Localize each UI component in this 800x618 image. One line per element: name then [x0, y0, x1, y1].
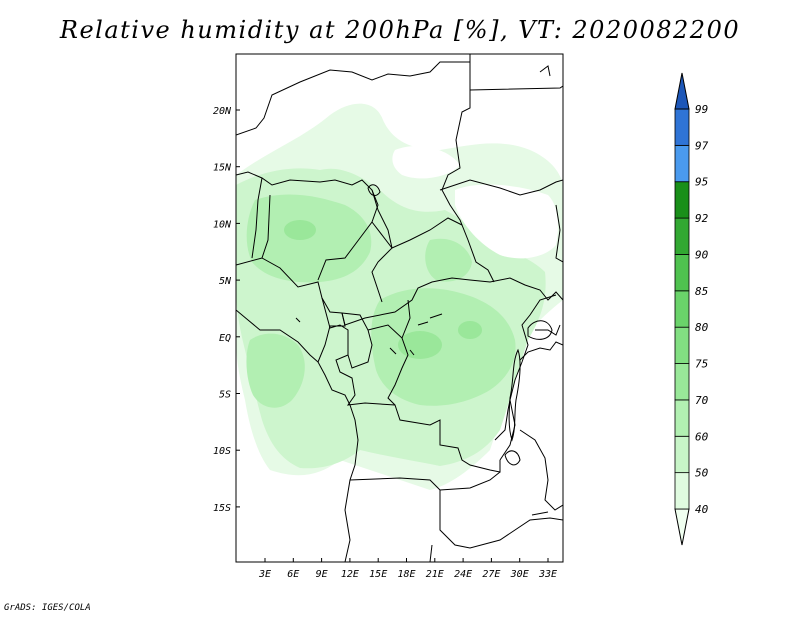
- lon-tick-label: 15E: [369, 569, 387, 580]
- humidity-contour-70: [398, 331, 442, 359]
- lon-tick-label: 24E: [454, 569, 472, 580]
- colorbar-label: 85: [695, 285, 708, 298]
- lon-tick-label: 33E: [538, 569, 557, 580]
- latitude-axis: 20N 15N 10N 5N EQ 5S 10S 15S: [213, 106, 240, 514]
- lat-tick-label: 15N: [213, 163, 232, 174]
- humidity-field: [236, 103, 563, 490]
- lon-tick-label: 3E: [258, 569, 271, 580]
- lakes: [295, 184, 553, 516]
- colorbar-band: [674, 326, 690, 364]
- colorbar-band: [674, 290, 690, 328]
- colorbar-label: 92: [695, 212, 709, 225]
- colorbar-band: [674, 399, 690, 437]
- lat-tick-label: 10S: [213, 446, 231, 457]
- colorbar-label: 75: [695, 358, 708, 371]
- map-title: Relative humidity at 200hPa [%], VT: 202…: [59, 16, 741, 44]
- lat-tick-label: 5N: [219, 276, 232, 287]
- colorbar-label: 99: [695, 103, 708, 116]
- country-borders: [236, 54, 563, 562]
- colorbar-label: 40: [695, 503, 709, 516]
- humidity-contour-60: [371, 288, 516, 406]
- humidity-contour-60: [246, 333, 305, 408]
- colorbar-label: 50: [695, 467, 709, 480]
- lon-tick-label: 21E: [426, 569, 444, 580]
- colorbar-label: 97: [695, 139, 709, 152]
- colorbar-band: [674, 254, 690, 292]
- colorbar-label: 95: [695, 176, 708, 189]
- colorbar-band: [674, 435, 690, 474]
- lon-tick-label: 18E: [397, 569, 415, 580]
- colorbar-label: 60: [695, 430, 709, 443]
- colorbar-label: 70: [695, 394, 709, 407]
- colorbar-band: [674, 217, 690, 255]
- lon-tick-label: 27E: [482, 569, 500, 580]
- dry-area: [392, 145, 460, 179]
- colorbar-band: [674, 363, 690, 401]
- lat-tick-label: 10N: [213, 219, 232, 230]
- colorbar-lower-extend: [674, 508, 690, 546]
- colorbar-band: [674, 181, 690, 219]
- colorbar-label: 90: [695, 248, 709, 261]
- map-frame: [235, 53, 564, 563]
- lat-tick-label: 15S: [213, 503, 231, 514]
- colorbar: 40 50 60 70 75 80 85 90 92 95 97 99: [674, 72, 709, 546]
- colorbar-upper-extend: [674, 72, 690, 110]
- dry-area: [455, 184, 558, 259]
- lon-tick-label: 12E: [341, 569, 359, 580]
- lat-tick-label: 5S: [219, 390, 231, 401]
- humidity-contour-70: [284, 220, 316, 240]
- lon-tick-label: 9E: [316, 569, 328, 580]
- lon-tick-label: 30E: [510, 569, 529, 580]
- lat-tick-label: 20N: [213, 106, 232, 117]
- colorbar-band: [674, 108, 690, 146]
- lat-tick-label: EQ: [219, 333, 231, 344]
- humidity-contour-60: [425, 238, 472, 282]
- colorbar-band: [674, 472, 690, 510]
- humidity-contour-60: [246, 194, 372, 283]
- longitude-axis: 3E 6E 9E 12E 15E 18E 21E 24E 27E 30E 33E: [258, 558, 557, 580]
- humidity-contour-70: [458, 321, 482, 339]
- colorbar-label: 80: [695, 321, 709, 334]
- grads-credit: GrADS: IGES/COLA: [4, 603, 91, 613]
- colorbar-band: [674, 144, 690, 183]
- lon-tick-label: 6E: [287, 569, 299, 580]
